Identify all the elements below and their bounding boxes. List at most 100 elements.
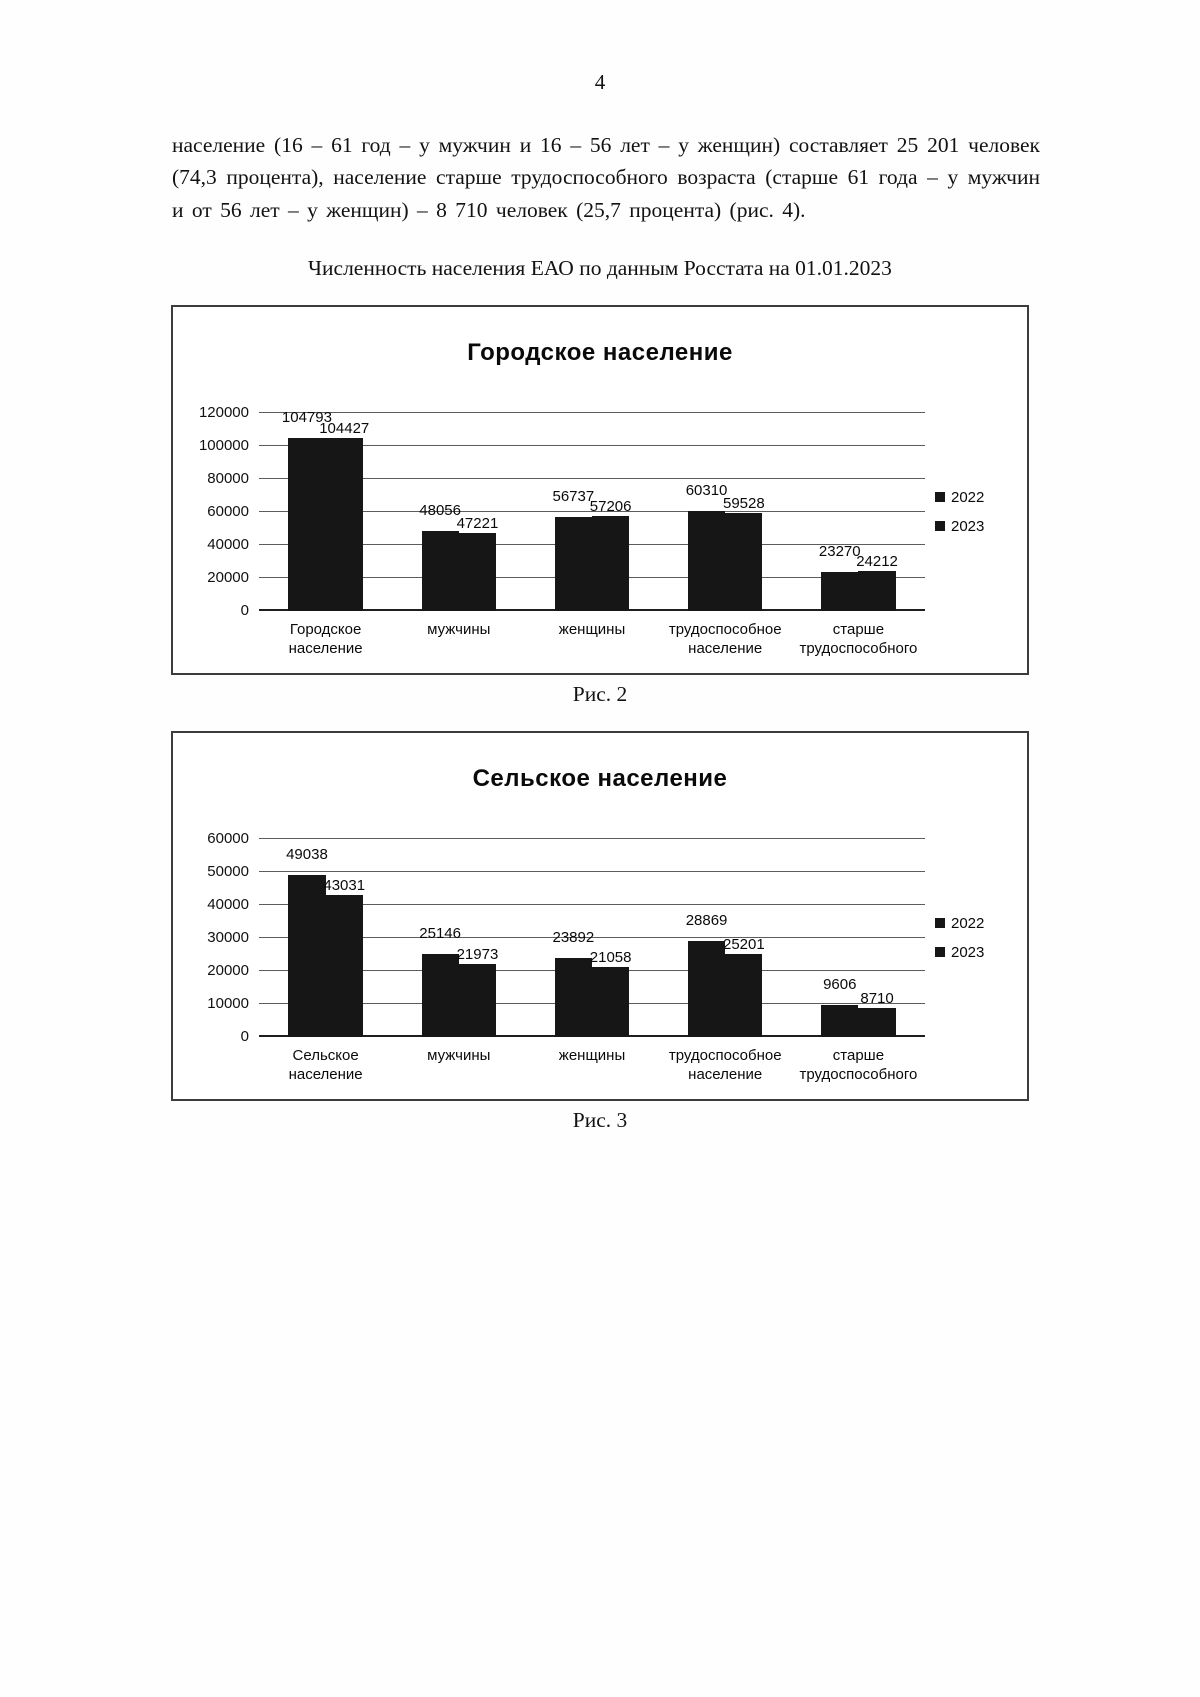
x-axis: Сельское население мужчины женщины трудоспо… bbox=[259, 1046, 925, 1085]
bar-2022-4 bbox=[821, 1005, 859, 1037]
section-title: Численность населения ЕАО по данным Росс… bbox=[308, 255, 892, 280]
legend: 2022 2023 bbox=[925, 413, 1013, 611]
bar-2022-2 bbox=[554, 517, 592, 611]
value-label: 23892 bbox=[552, 928, 595, 946]
x-category-label: старше трудоспособного bbox=[799, 620, 918, 658]
bar-2022-3 bbox=[687, 941, 726, 1037]
y-tick-label: 40000 bbox=[207, 535, 249, 553]
value-label: 8710 bbox=[860, 990, 894, 1008]
gridline bbox=[259, 444, 925, 446]
bar-2022-1 bbox=[421, 531, 459, 611]
y-tick-label: 0 bbox=[240, 1027, 249, 1045]
value-label: 48056 bbox=[419, 502, 461, 520]
x-axis: Городское население мужчины женщины трудосп… bbox=[259, 620, 925, 659]
legend-item-2022: 2022 bbox=[935, 489, 1013, 506]
value-label: 56737 bbox=[552, 488, 595, 506]
bar-2022-2 bbox=[554, 957, 592, 1037]
legend-label: 2023 bbox=[951, 517, 985, 535]
y-tick-label: 20000 bbox=[207, 961, 249, 979]
y-axis: 60000 50000 40000 30000 20000 10000 0 bbox=[187, 831, 259, 1044]
value-label: 25201 bbox=[722, 935, 765, 953]
value-label: 104793 bbox=[281, 408, 332, 426]
gridline bbox=[259, 870, 925, 872]
bar-2022-3 bbox=[687, 511, 726, 611]
bar-2023-3 bbox=[725, 512, 763, 611]
y-tick-label: 30000 bbox=[207, 928, 249, 946]
gridline bbox=[259, 477, 925, 479]
x-category-label: Сельское население bbox=[288, 1046, 363, 1084]
plot-area: 49038 43031 25146 21973 23892 21058 28869 25201… bbox=[259, 837, 925, 1037]
y-tick-label: 100000 bbox=[198, 436, 249, 454]
value-label: 57206 bbox=[589, 498, 632, 516]
chart-body: 60000 50000 40000 30000 20000 10000 0 49038 430… bbox=[187, 831, 1013, 1044]
y-tick-label: 120000 bbox=[198, 403, 249, 421]
gridline bbox=[259, 936, 925, 938]
y-tick-label: 60000 bbox=[207, 829, 249, 847]
page-number: 4 bbox=[594, 70, 606, 94]
legend-swatch-icon bbox=[935, 918, 945, 929]
value-label: 59528 bbox=[722, 494, 765, 512]
legend-swatch-icon bbox=[935, 492, 945, 503]
value-label: 104427 bbox=[319, 420, 370, 438]
legend-label: 2022 bbox=[951, 488, 985, 506]
y-tick-label: 10000 bbox=[207, 994, 249, 1012]
legend-swatch-icon bbox=[935, 947, 945, 958]
legend-item-2023: 2023 bbox=[935, 944, 1013, 961]
x-category-label: женщины bbox=[558, 620, 626, 638]
value-label: 28869 bbox=[685, 912, 728, 930]
value-label: 47221 bbox=[456, 514, 499, 532]
gridline bbox=[259, 837, 925, 839]
legend-swatch-icon bbox=[935, 521, 945, 532]
plot-area: 104793 104427 48056 47221 56737 57206 60310 595… bbox=[259, 408, 925, 611]
bar-2023-0 bbox=[325, 894, 363, 1037]
x-category-label: трудоспособное население bbox=[668, 1046, 782, 1084]
figure-caption-3: Рис. 3 bbox=[572, 1107, 628, 1132]
bar-2023-0 bbox=[325, 438, 363, 611]
y-tick-label: 50000 bbox=[207, 862, 249, 880]
bar-2023-2 bbox=[592, 967, 630, 1037]
y-tick-label: 0 bbox=[240, 601, 249, 619]
bar-2023-1 bbox=[458, 964, 497, 1037]
bar-2023-3 bbox=[725, 953, 763, 1037]
x-category-label: мужчины bbox=[427, 1046, 491, 1064]
chart-body: 120000 100000 80000 60000 40000 20000 0 104793… bbox=[187, 405, 1013, 618]
legend-label: 2022 bbox=[951, 914, 985, 932]
bar-2022-0 bbox=[288, 437, 326, 611]
gridline bbox=[259, 903, 925, 905]
y-tick-label: 40000 bbox=[207, 895, 249, 913]
value-label: 23270 bbox=[818, 543, 861, 561]
chart-title: Сельское население bbox=[472, 764, 728, 792]
figure-caption-2: Рис. 2 bbox=[572, 681, 628, 706]
chart-rural-population: Сельское население 60000 50000 40000 30000 2… bbox=[171, 730, 1029, 1101]
bar-2023-4 bbox=[858, 570, 896, 611]
chart-title: Городское население bbox=[467, 338, 733, 366]
bar-2023-1 bbox=[458, 532, 497, 611]
x-category-label: Городское население bbox=[288, 620, 363, 658]
x-category-label: старше трудоспособного bbox=[799, 1046, 918, 1084]
value-label: 60310 bbox=[685, 482, 728, 500]
legend: 2022 2023 bbox=[925, 839, 1013, 1037]
y-tick-label: 60000 bbox=[207, 502, 249, 520]
value-label: 21058 bbox=[589, 949, 632, 967]
value-label: 24212 bbox=[856, 552, 898, 570]
value-label: 49038 bbox=[286, 845, 328, 863]
x-category-label: трудоспособное население bbox=[668, 620, 782, 658]
bar-2022-4 bbox=[821, 572, 859, 611]
y-tick-label: 80000 bbox=[207, 469, 249, 487]
y-axis: 120000 100000 80000 60000 40000 20000 0 bbox=[187, 405, 259, 618]
value-label: 21973 bbox=[456, 946, 499, 964]
bar-2023-4 bbox=[858, 1008, 896, 1037]
value-label: 9606 bbox=[823, 976, 857, 994]
bar-2022-1 bbox=[421, 953, 459, 1037]
value-label: 25146 bbox=[419, 924, 461, 942]
value-label: 43031 bbox=[323, 876, 366, 894]
legend-label: 2023 bbox=[951, 943, 985, 961]
legend-item-2023: 2023 bbox=[935, 518, 1013, 535]
x-category-label: мужчины bbox=[427, 620, 491, 638]
legend-item-2022: 2022 bbox=[935, 915, 1013, 932]
chart-urban-population: Городское население 120000 100000 80000 600… bbox=[171, 304, 1029, 675]
x-category-label: женщины bbox=[558, 1046, 626, 1064]
bar-2022-0 bbox=[288, 874, 326, 1037]
gridline bbox=[259, 411, 925, 413]
